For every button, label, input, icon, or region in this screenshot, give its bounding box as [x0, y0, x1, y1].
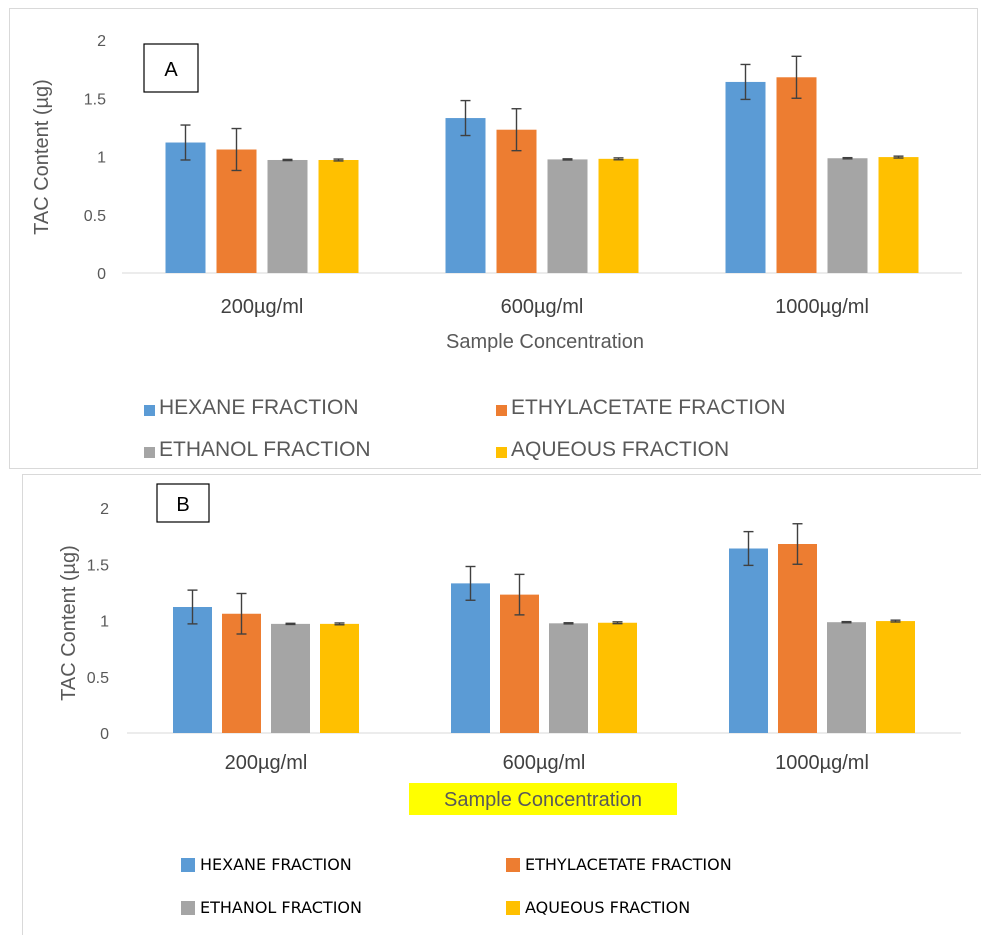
error-bar-b: [792, 523, 803, 565]
error-bar-b: [612, 621, 623, 625]
bar-b: [729, 548, 768, 733]
error-bar-b: [187, 589, 198, 625]
x-axis-title-highlight-b: [409, 783, 677, 815]
legend-swatch-a: [496, 405, 507, 416]
x-tick-label-a: 1000µg/ml: [775, 296, 869, 318]
bar-a: [547, 159, 588, 273]
chart-b-svg: B TAC Content (µg) Sample Concentration …: [58, 483, 961, 917]
plot-area-b: 0 0.5 1 1.5 2 200µg/ml 600µg/ml 1000µg/ml: [87, 501, 961, 774]
error-bar-b: [236, 592, 247, 635]
x-tick-label-b: 200µg/ml: [225, 752, 308, 774]
error-bar-a: [791, 55, 802, 99]
error-bar-a: [460, 99, 471, 137]
bar-b: [320, 623, 359, 733]
legend-swatch-a: [496, 447, 507, 458]
bar-a: [496, 129, 537, 273]
x-axis-title-a: Sample Concentration: [446, 331, 644, 353]
error-bar-b: [743, 530, 754, 567]
bar-a: [165, 142, 206, 273]
chart-panel-a: A TAC Content (µg) Sample Concentration …: [9, 8, 978, 469]
x-tick-label-a: 200µg/ml: [221, 296, 304, 318]
chart-panel-b: B TAC Content (µg) Sample Concentration …: [22, 474, 981, 935]
y-tick-label-a: 0: [97, 266, 106, 283]
y-axis-title-b: TAC Content (µg): [58, 545, 80, 701]
error-bar-a: [740, 63, 751, 101]
error-bar-b: [890, 619, 901, 623]
bar-a: [598, 158, 639, 273]
y-tick-label-b: 2: [100, 501, 109, 518]
bar-a: [318, 159, 359, 273]
legend-label-a: AQUEOUS FRACTION: [511, 438, 729, 461]
error-bar-b: [285, 622, 296, 626]
legend-label-b: AQUEOUS FRACTION: [525, 898, 690, 917]
legend-swatch-a: [144, 405, 155, 416]
bar-a: [725, 81, 766, 273]
legend-label-b: ETHYLACETATE FRACTION: [525, 855, 732, 874]
error-bar-a: [842, 156, 853, 160]
legend-swatch-b: [181, 901, 195, 915]
error-bar-a: [511, 108, 522, 152]
legend-swatch-a: [144, 447, 155, 458]
plot-area-a: 0 0.5 1 1.5 2 200µg/ml 600µg/ml 1000µg/ml: [84, 33, 962, 318]
error-bar-b: [465, 565, 476, 601]
error-bar-b: [841, 620, 852, 624]
bar-b: [451, 583, 490, 733]
legend-swatch-b: [506, 858, 520, 872]
error-bar-a: [282, 158, 293, 162]
bar-b: [876, 621, 915, 733]
panel-label-a: A: [164, 59, 178, 81]
legend-swatch-b: [506, 901, 520, 915]
bar-b: [778, 544, 817, 733]
y-tick-label-b: 0: [100, 726, 109, 743]
panel-label-b: B: [176, 494, 189, 516]
x-axis-title-b: Sample Concentration: [444, 789, 642, 811]
y-tick-label-b: 1: [100, 614, 109, 631]
bar-a: [827, 158, 868, 273]
error-bar-a: [180, 124, 191, 161]
panel-label-box-b: B: [156, 483, 210, 523]
bar-a: [445, 118, 486, 274]
y-tick-label-a: 1: [97, 150, 106, 167]
panel-label-frame-a: [143, 43, 199, 93]
legend-label-a: ETHYLACETATE FRACTION: [511, 396, 786, 419]
y-tick-label-a: 0.5: [84, 208, 106, 225]
panel-label-frame-b: [156, 483, 210, 523]
error-bar-a: [231, 127, 242, 172]
y-axis-title-a: TAC Content (µg): [31, 79, 53, 235]
bar-a: [878, 157, 919, 273]
error-bar-a: [613, 157, 624, 161]
bar-b: [827, 622, 866, 733]
error-bar-b: [514, 573, 525, 616]
bar-b: [598, 622, 637, 733]
bar-a: [267, 159, 308, 273]
error-bar-a: [562, 158, 573, 161]
legend-label-a: ETHANOL FRACTION: [159, 438, 371, 461]
error-bar-b: [563, 622, 574, 625]
y-tick-label-b: 1.5: [87, 557, 109, 574]
chart-a-svg: A TAC Content (µg) Sample Concentration …: [31, 33, 962, 461]
x-tick-label-b: 600µg/ml: [503, 752, 586, 774]
panel-label-box-a: A: [143, 43, 199, 93]
y-tick-label-a: 1.5: [84, 91, 106, 108]
legend-swatch-b: [181, 858, 195, 872]
bar-b: [271, 623, 310, 733]
legend-label-b: HEXANE FRACTION: [200, 855, 352, 874]
error-bar-a: [333, 158, 344, 162]
legend-label-b: ETHANOL FRACTION: [200, 898, 362, 917]
legend-a: HEXANE FRACTION ETHYLACETATE FRACTION ETHA…: [144, 396, 786, 461]
legend-label-a: HEXANE FRACTION: [159, 396, 359, 419]
error-bar-b: [334, 622, 345, 626]
y-tick-label-a: 2: [97, 33, 106, 50]
bar-a: [776, 77, 817, 273]
bar-b: [549, 623, 588, 733]
x-tick-label-a: 600µg/ml: [501, 296, 584, 318]
y-tick-label-b: 0.5: [87, 670, 109, 687]
x-tick-label-b: 1000µg/ml: [775, 752, 869, 774]
bar-b: [173, 607, 212, 733]
error-bar-a: [893, 155, 904, 159]
bar-b: [500, 594, 539, 733]
legend-b: HEXANE FRACTION ETHYLACETATE FRACTION ETHA…: [181, 855, 732, 917]
